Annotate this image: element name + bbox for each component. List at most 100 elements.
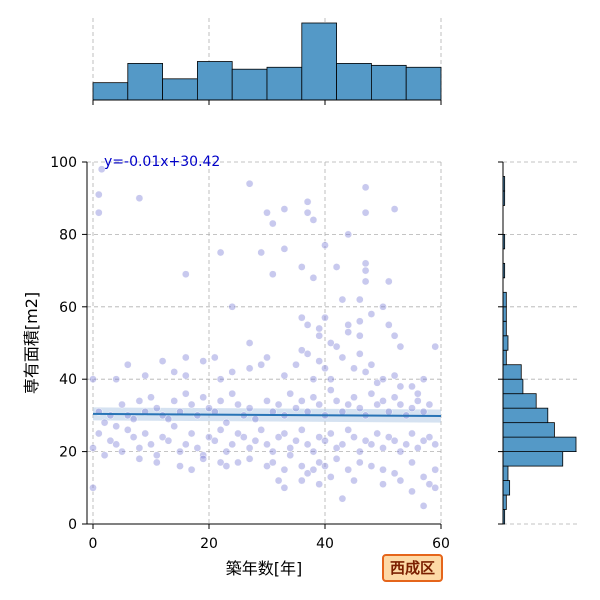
data-point	[123, 360, 132, 369]
data-point	[361, 183, 370, 192]
x-hist-bar	[370, 64, 407, 101]
data-point	[355, 447, 364, 456]
data-point	[390, 331, 399, 340]
data-point	[413, 444, 422, 452]
data-point	[338, 353, 347, 362]
data-point	[280, 205, 289, 213]
data-point	[181, 371, 190, 380]
data-point	[315, 331, 324, 340]
data-point	[297, 462, 306, 470]
data-point	[228, 389, 237, 398]
data-point	[431, 342, 440, 351]
data-point	[297, 263, 306, 271]
data-point	[350, 433, 358, 441]
data-point	[326, 429, 335, 438]
data-point	[245, 404, 254, 413]
data-point	[419, 407, 428, 416]
data-point	[199, 357, 208, 365]
data-point	[338, 494, 347, 503]
data-point	[431, 483, 440, 492]
data-point	[234, 400, 242, 409]
data-point	[361, 259, 370, 268]
data-point	[297, 346, 306, 355]
data-point	[222, 418, 231, 427]
data-point	[89, 444, 97, 452]
data-point	[216, 375, 225, 384]
data-point	[355, 350, 364, 358]
data-point	[344, 328, 353, 336]
data-point	[373, 378, 382, 387]
y-axis-label: 専有面積[m2]	[22, 292, 41, 394]
data-point	[396, 342, 405, 351]
data-point	[332, 454, 341, 463]
data-point	[147, 440, 155, 449]
x-hist-bar	[196, 61, 233, 101]
y-hist-bar	[502, 393, 537, 409]
data-point	[112, 422, 121, 431]
data-point	[112, 440, 121, 449]
scatter-plot-area: 0 20 40 60 0 20 40 60 80 100 y=-0.01x+30.42	[50, 154, 450, 552]
data-point	[234, 458, 242, 467]
data-point	[309, 447, 318, 456]
data-point	[199, 393, 208, 402]
data-point	[431, 465, 440, 474]
data-point	[315, 400, 324, 409]
data-point	[280, 371, 289, 380]
data-point	[332, 444, 341, 452]
data-point	[280, 429, 289, 438]
data-point	[228, 368, 237, 376]
data-point	[251, 436, 260, 445]
data-point	[152, 451, 161, 460]
data-point	[419, 375, 428, 384]
data-point	[355, 331, 364, 340]
data-point	[303, 350, 312, 358]
data-point	[321, 462, 329, 470]
data-point	[413, 397, 422, 405]
data-point	[344, 426, 353, 434]
data-point	[321, 364, 329, 373]
data-point	[413, 389, 422, 398]
regression-equation: y=-0.01x+30.42	[104, 154, 220, 170]
data-point	[297, 476, 306, 485]
data-point	[303, 469, 312, 478]
data-point	[326, 473, 335, 481]
data-point	[129, 433, 138, 441]
data-point	[367, 310, 376, 318]
data-point	[187, 400, 196, 409]
data-point	[350, 364, 358, 373]
data-point	[135, 194, 144, 203]
y-tick-label: 100	[50, 155, 77, 171]
x-axis-label: 築年数[年]	[226, 559, 303, 578]
data-point	[100, 451, 109, 460]
data-point	[216, 248, 225, 257]
y-hist-bar	[502, 436, 577, 452]
x-tick-label: 40	[316, 536, 334, 552]
data-point	[408, 429, 416, 438]
data-point	[164, 415, 173, 423]
data-point	[315, 357, 324, 365]
data-point	[321, 436, 329, 445]
data-point	[187, 465, 196, 474]
y-hist-bar	[502, 480, 511, 496]
data-point	[326, 375, 335, 384]
data-point	[210, 436, 219, 445]
data-point	[268, 447, 277, 456]
x-tick-label: 0	[89, 536, 98, 552]
x-hist-bar	[127, 63, 164, 101]
data-point	[170, 422, 179, 431]
data-point	[280, 465, 289, 474]
regression-line	[92, 412, 442, 418]
x-tick-label: 20	[200, 536, 218, 552]
data-point	[268, 270, 277, 279]
data-point	[419, 436, 428, 445]
data-point	[286, 389, 295, 398]
data-point	[118, 447, 126, 456]
data-point	[257, 360, 266, 369]
data-point	[355, 458, 364, 467]
data-point	[263, 353, 271, 362]
data-point	[390, 371, 399, 380]
data-point	[419, 473, 428, 481]
data-point	[425, 400, 434, 409]
data-point	[97, 165, 106, 174]
